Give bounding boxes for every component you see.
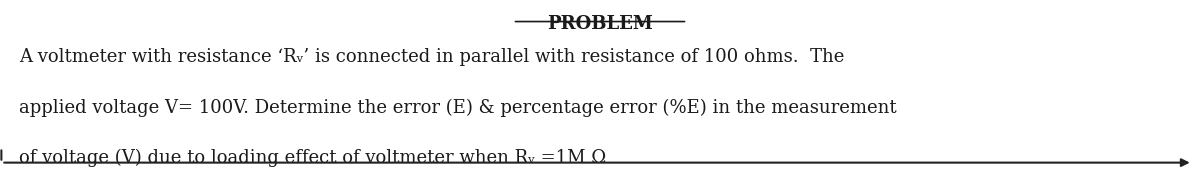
Text: of voltage (V) due to loading effect of voltmeter when Rᵥ =1M Ω: of voltage (V) due to loading effect of … <box>19 149 606 167</box>
Text: A voltmeter with resistance ‘Rᵥ’ is connected in parallel with resistance of 100: A voltmeter with resistance ‘Rᵥ’ is conn… <box>19 48 845 66</box>
Text: PROBLEM: PROBLEM <box>547 15 653 33</box>
Text: applied voltage V= 100V. Determine the error (E) & percentage error (%E) in the : applied voltage V= 100V. Determine the e… <box>19 99 896 117</box>
